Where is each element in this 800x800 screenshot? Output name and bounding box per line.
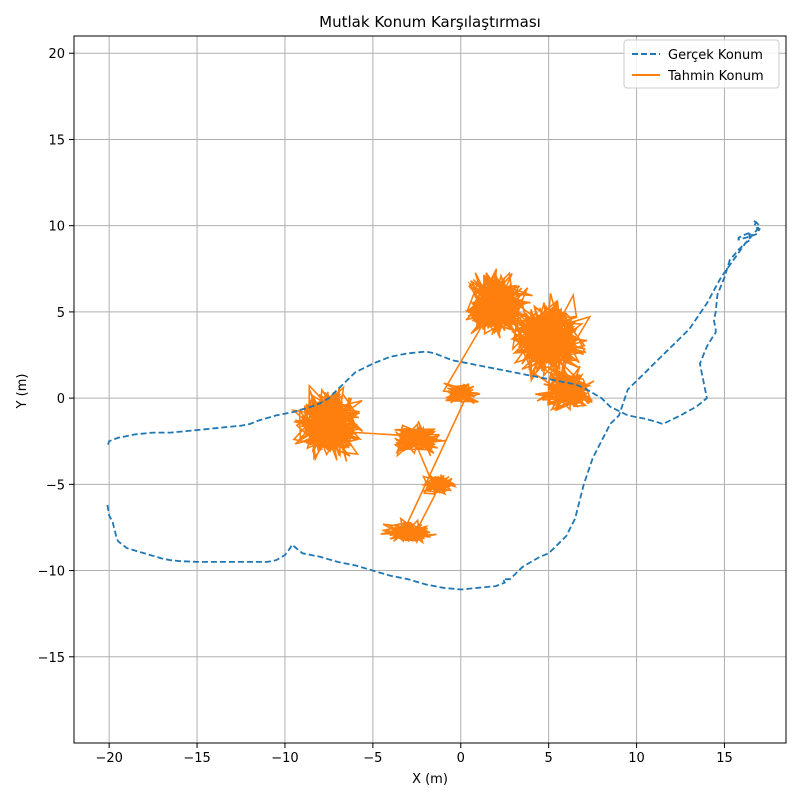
y-tick-label: 20 (48, 47, 65, 62)
legend-label-estimated: Tahmin Konum (667, 69, 764, 84)
y-axis-label: Y (m) (15, 374, 30, 410)
legend: Gerçek Konum Tahmin Konum (623, 39, 780, 89)
true-position-line (106, 219, 761, 591)
y-tick-label: −10 (38, 565, 65, 580)
x-tick-label: 15 (716, 751, 733, 766)
x-tick-label: −10 (271, 751, 298, 766)
y-tick-label: −5 (46, 478, 65, 493)
y-axis-ticks: −15 −10 −5 0 5 10 15 20 (38, 47, 74, 666)
estimated-position-line (290, 268, 595, 545)
y-tick-label: 10 (48, 220, 65, 235)
chart-title: Mutlak Konum Karşılaştırması (319, 13, 541, 31)
x-tick-label: 5 (545, 751, 553, 766)
x-tick-label: −5 (363, 751, 382, 766)
y-tick-label: −15 (38, 651, 65, 666)
plot-frame (73, 35, 787, 744)
x-tick-label: 0 (457, 751, 465, 766)
y-tick-label: 15 (48, 133, 65, 148)
series-estimated-position (290, 268, 595, 545)
x-tick-label: −20 (95, 751, 122, 766)
legend-box (623, 39, 780, 89)
x-axis-label: X (m) (412, 772, 448, 787)
series-true-position (106, 219, 761, 591)
y-tick-label: 5 (57, 306, 65, 321)
y-tick-label: 0 (57, 392, 65, 407)
x-tick-label: −15 (183, 751, 210, 766)
x-axis-ticks: −20 −15 −10 −5 0 5 10 15 (95, 743, 733, 766)
x-tick-label: 10 (628, 751, 645, 766)
legend-label-true: Gerçek Konum (668, 48, 763, 63)
